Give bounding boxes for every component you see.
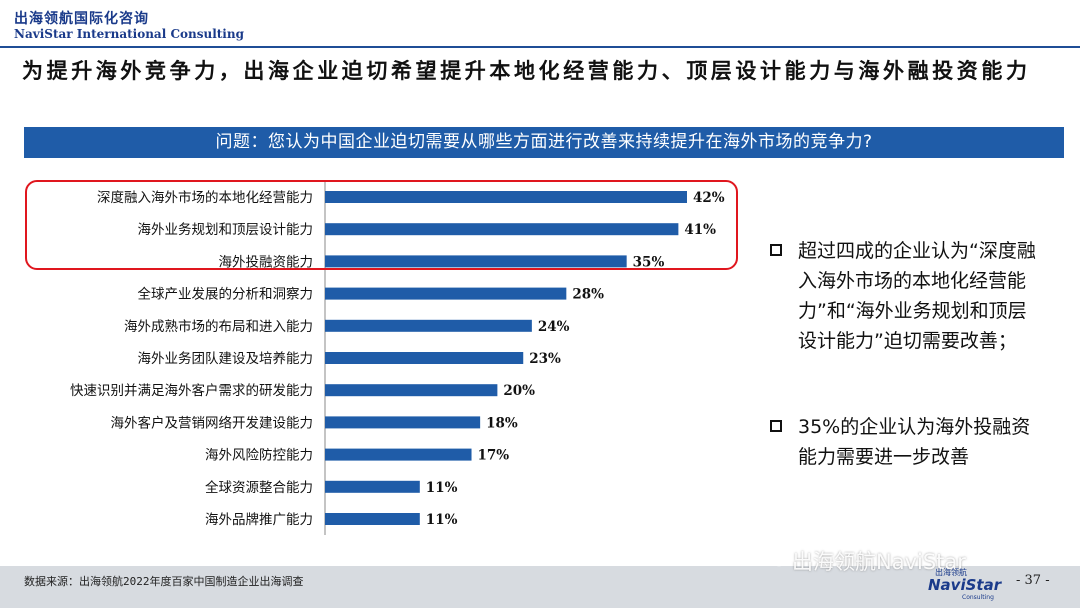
bullet-point-2: 35%的企业认为海外投融资能力需要进一步改善 xyxy=(770,412,1040,472)
bullet-text-2: 35%的企业认为海外投融资能力需要进一步改善 xyxy=(798,416,1031,468)
page-number: - 37 - xyxy=(1016,573,1050,588)
data-label: 41% xyxy=(684,222,716,238)
footer-bar xyxy=(0,566,1080,608)
bar xyxy=(325,255,627,268)
watermark-text: 出海领航NaviStar xyxy=(792,550,966,574)
bar xyxy=(325,384,498,397)
category-label: 海外成熟市场的布局和进入能力 xyxy=(124,318,313,335)
bar xyxy=(325,319,532,332)
data-label: 11% xyxy=(426,512,458,528)
bar xyxy=(325,223,679,236)
category-label: 全球资源整合能力 xyxy=(205,479,313,496)
square-bullet-icon xyxy=(770,244,782,256)
header-divider xyxy=(0,46,1080,48)
category-label: 海外业务团队建设及培养能力 xyxy=(138,351,314,367)
category-label: 海外业务规划和顶层设计能力 xyxy=(138,222,314,238)
top-three-highlight-box xyxy=(25,180,738,270)
bar xyxy=(325,513,420,525)
bar xyxy=(325,352,524,364)
navistar-logo: NaviStar xyxy=(928,576,1002,594)
brand-name-en: NaviStar International Consulting xyxy=(14,27,244,41)
category-label: 全球产业发展的分析和洞察力 xyxy=(138,286,314,303)
data-label: 35% xyxy=(633,254,665,270)
category-label: 快速识别并满足海外客户需求的研发能力 xyxy=(70,382,313,399)
brand-name-cn: 出海领航国际化咨询 xyxy=(14,11,149,27)
question-banner: 问题：您认为中国企业迫切需要从哪些方面进行改善来持续提升在海外市场的竞争力? xyxy=(24,127,1064,158)
bar xyxy=(325,191,687,203)
category-label: 海外品牌推广能力 xyxy=(205,511,313,528)
category-label: 海外风险防控能力 xyxy=(205,448,313,464)
data-label: 17% xyxy=(478,448,510,464)
bullet-point-1: 超过四成的企业认为“深度融入海外市场的本地化经营能力”和“海外业务规划和顶层设计… xyxy=(770,236,1040,356)
data-label: 11% xyxy=(426,480,458,496)
data-label: 42% xyxy=(693,190,725,206)
bar xyxy=(325,480,420,493)
wechat-icon xyxy=(762,549,787,567)
category-label: 海外客户及营销网络开发建设能力 xyxy=(111,414,314,431)
bar xyxy=(325,416,481,429)
bar xyxy=(325,287,567,300)
data-label: 18% xyxy=(486,415,518,431)
page-title: 为提升海外竞争力，出海企业迫切希望提升本地化经营能力、顶层设计能力与海外融投资能… xyxy=(22,59,1031,83)
logo-subtext: Consulting xyxy=(962,594,994,601)
category-label: 海外投融资能力 xyxy=(219,254,314,270)
data-label: 23% xyxy=(529,351,561,367)
category-label: 深度融入海外市场的本地化经营能力 xyxy=(97,189,313,206)
square-bullet-icon xyxy=(770,420,782,432)
data-label: 20% xyxy=(503,383,535,399)
bar xyxy=(325,448,472,461)
data-label: 28% xyxy=(572,287,604,303)
bar-chart: 深度融入海外市场的本地化经营能力 42% 海外业务规划和顶层设计能力 41% 海外投融资… xyxy=(70,182,725,535)
bullet-text-1: 超过四成的企业认为“深度融入海外市场的本地化经营能力”和“海外业务规划和顶层设计… xyxy=(798,240,1036,352)
logo-text-cn: 出海领航 xyxy=(935,568,967,577)
data-source-note: 数据来源：出海领航2022年度百家中国制造企业出海调查 xyxy=(24,575,304,588)
data-label: 24% xyxy=(538,319,570,335)
